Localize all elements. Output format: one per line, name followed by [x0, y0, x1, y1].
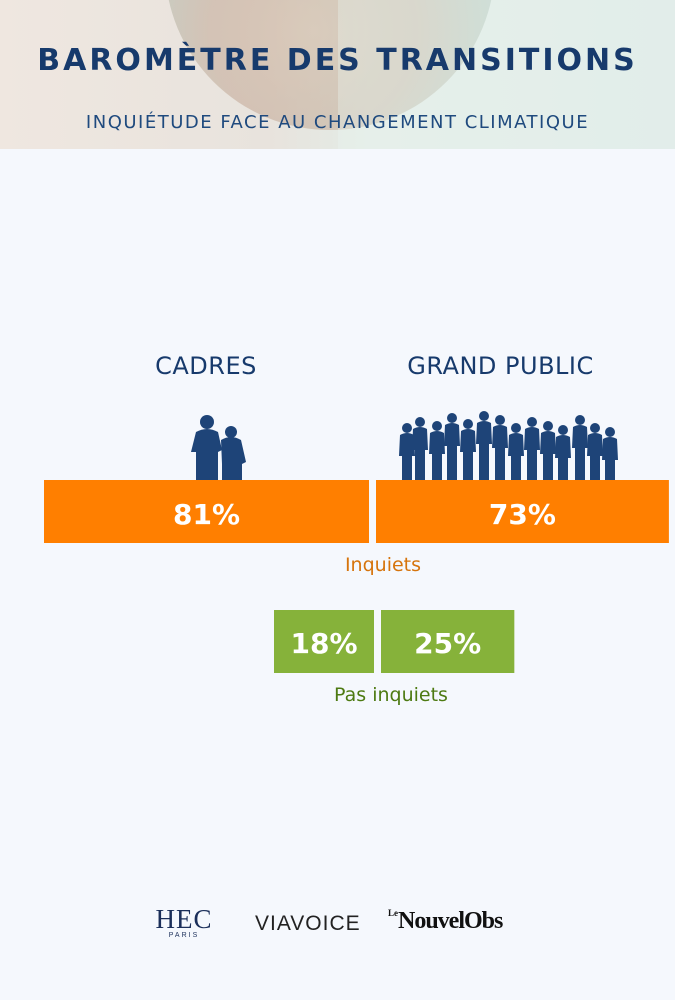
crowd-person-head: [590, 423, 600, 433]
crowd-person-body: [429, 431, 445, 480]
crowd-person-head: [415, 417, 425, 427]
data-label-inquiets-grand-public: 73%: [489, 498, 556, 531]
crowd-person-head: [558, 425, 568, 435]
crowd-person-body: [460, 429, 476, 480]
crowd-person-head: [447, 413, 457, 423]
hec-logo: HEC PARIS: [155, 904, 213, 940]
crowd-person-body: [587, 433, 603, 480]
nouvel-obs-logo: LeNouvelObs: [388, 908, 503, 934]
group-label-cadres: CADRES: [155, 352, 257, 380]
crowd-person-body: [444, 423, 460, 480]
crowd-person-body: [602, 437, 618, 480]
viavoice-logo: VIAVOICE: [255, 912, 361, 935]
crowd-person-body: [572, 425, 588, 480]
banner-overlay: [338, 0, 675, 149]
crowd-person-head: [402, 423, 412, 433]
crowd-person-head: [575, 415, 585, 425]
crowd-person-head: [605, 427, 615, 437]
crowd-person-head: [495, 415, 505, 425]
cadres-silhouette-icon: [191, 415, 246, 480]
crowd-person-head: [543, 421, 553, 431]
bar-pas-inquiets-grand-public: [381, 610, 515, 673]
crowd-person-body: [476, 421, 492, 480]
crowd-person-head: [479, 411, 489, 421]
crowd-person-head: [463, 419, 473, 429]
data-label-inquiets-cadres: 81%: [173, 498, 240, 531]
crowd-person-head: [511, 423, 521, 433]
series-label-inquiets: Inquiets: [344, 554, 422, 576]
crowd-person-head: [432, 421, 442, 431]
page-subtitle: INQUIÉTUDE FACE AU CHANGEMENT CLIMATIQUE: [85, 112, 590, 133]
crowd-silhouette-icon: [399, 411, 618, 480]
data-label-pas-inquiets-cadres: 18%: [290, 627, 357, 660]
bar-inquiets-cadres: [44, 480, 369, 543]
crowd-person-body: [555, 435, 571, 480]
bar-inquiets-grand-public: [376, 480, 669, 543]
crowd-person-body: [508, 433, 524, 480]
group-label-grand-public: GRAND PUBLIC: [407, 352, 594, 380]
crowd-person-body: [524, 427, 540, 480]
crowd-person-body: [540, 431, 556, 480]
footer-logos: HEC PARIS VIAVOICE LeNouvelObs: [0, 900, 675, 950]
bar-pas-inquiets-cadres: [274, 610, 374, 673]
series-label-pas-inquiets: Pas inquiets: [334, 684, 448, 706]
crowd-person-body: [492, 425, 508, 480]
page-title: BAROMÈTRE DES TRANSITIONS: [37, 43, 638, 78]
crowd-person-head: [527, 417, 537, 427]
data-label-pas-inquiets-grand-public: 25%: [414, 627, 481, 660]
crowd-person-body: [399, 433, 415, 480]
header-banner: BAROMÈTRE DES TRANSITIONS INQUIÉTUDE FAC…: [0, 0, 675, 149]
crowd-person-body: [412, 427, 428, 480]
